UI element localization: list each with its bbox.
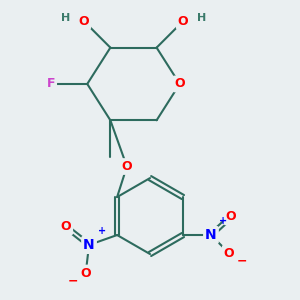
Text: O: O xyxy=(79,15,89,28)
Text: O: O xyxy=(174,77,185,91)
Text: F: F xyxy=(47,77,55,91)
Text: O: O xyxy=(178,15,188,28)
Text: O: O xyxy=(61,220,71,233)
Text: H: H xyxy=(61,13,70,23)
Text: H: H xyxy=(196,13,206,23)
Text: O: O xyxy=(226,210,236,224)
Text: O: O xyxy=(122,160,132,173)
Text: O: O xyxy=(80,266,91,280)
Text: −: − xyxy=(236,255,247,268)
Text: N: N xyxy=(205,228,217,242)
Text: +: + xyxy=(219,216,228,226)
Text: −: − xyxy=(68,275,78,288)
Text: +: + xyxy=(98,226,106,236)
Text: O: O xyxy=(224,247,234,260)
Text: N: N xyxy=(83,238,95,252)
